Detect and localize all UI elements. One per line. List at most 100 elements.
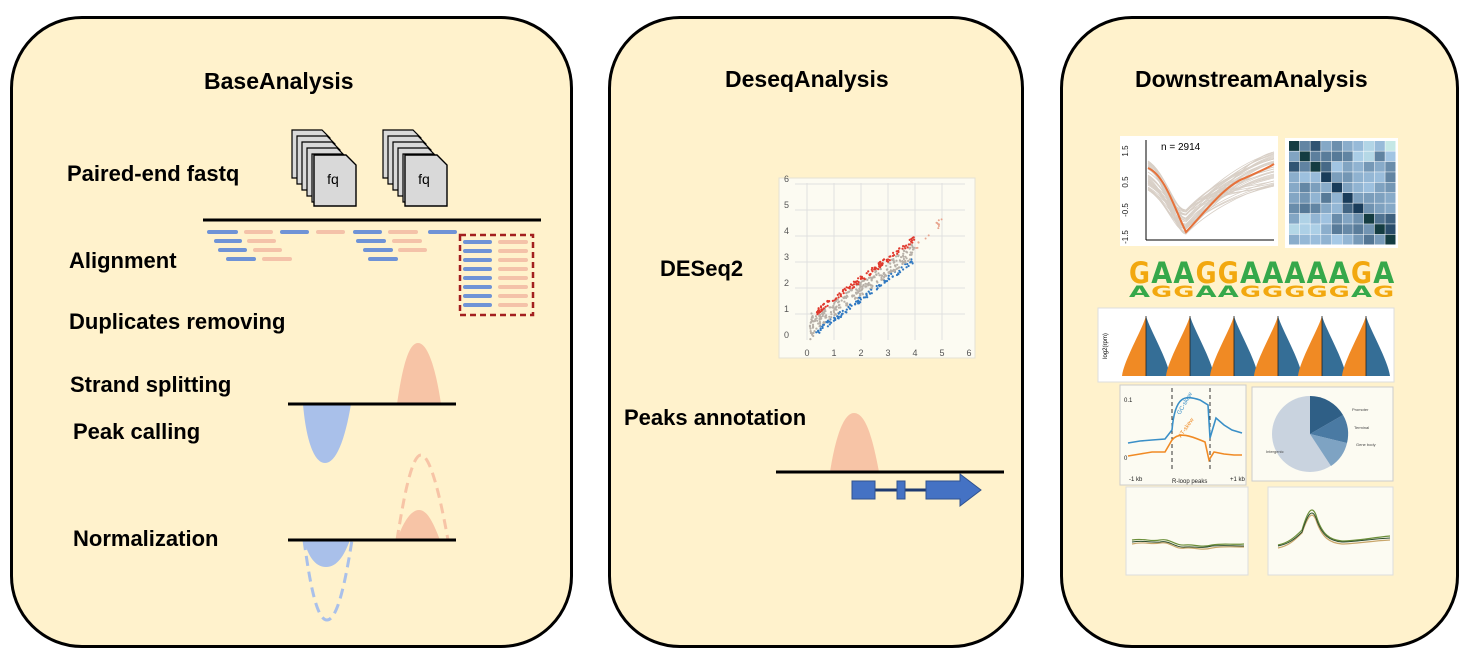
scatter-point bbox=[938, 223, 940, 226]
genomic-distribution-pie: Promoter Terminal Gene body Intergenic bbox=[1251, 386, 1394, 482]
heatmap-cell bbox=[1331, 141, 1342, 151]
violin-right-half bbox=[1190, 316, 1214, 376]
scatter-point bbox=[896, 252, 899, 255]
step-duplicates-removing: Duplicates removing bbox=[69, 309, 286, 334]
scatter-point bbox=[810, 318, 813, 321]
motif-letter: A bbox=[1307, 256, 1329, 290]
scatter-point bbox=[811, 320, 814, 323]
scatter-point bbox=[837, 304, 841, 307]
scatter-point bbox=[831, 299, 834, 302]
motif-letter-minor: G bbox=[1284, 282, 1305, 301]
violin-ylabel: log2(rpm) bbox=[1103, 333, 1109, 359]
heatmap-cell bbox=[1385, 151, 1396, 162]
scatter-point bbox=[843, 295, 847, 298]
scatter-point bbox=[834, 306, 838, 309]
violin-left-half bbox=[1254, 316, 1278, 376]
heatmap-cell bbox=[1353, 234, 1364, 245]
scatter-point bbox=[864, 285, 867, 288]
heatmap-cell bbox=[1342, 182, 1353, 193]
scatter-point bbox=[832, 306, 835, 309]
scatter-point bbox=[888, 259, 891, 262]
scatter-point bbox=[862, 283, 865, 287]
scatter-ytick: 6 bbox=[784, 174, 789, 184]
scatter-point bbox=[850, 304, 853, 307]
step-deseq2: DESeq2 bbox=[660, 256, 744, 281]
gene-direction-arrow bbox=[925, 472, 982, 508]
scatter-point bbox=[906, 246, 909, 249]
motif-letter: A bbox=[1262, 256, 1284, 290]
scatter-point bbox=[873, 268, 877, 271]
scatter-point bbox=[905, 266, 908, 269]
heatmap-cell bbox=[1363, 193, 1375, 203]
scatter-point bbox=[852, 286, 856, 289]
scatter-point bbox=[821, 311, 824, 314]
scatter-point bbox=[848, 285, 852, 288]
heatmap-cell bbox=[1289, 141, 1300, 151]
base-analysis-panel bbox=[10, 16, 573, 648]
scatter-point bbox=[897, 254, 900, 257]
scatter-point bbox=[865, 272, 868, 275]
heatmap-cell bbox=[1374, 161, 1385, 172]
heatmap-cell bbox=[1385, 161, 1396, 172]
heatmap-cell bbox=[1374, 182, 1385, 193]
heatmap-cell bbox=[1310, 224, 1321, 235]
heatmap-cell bbox=[1342, 224, 1353, 235]
scatter-point bbox=[811, 333, 814, 336]
minus-strand-peak bbox=[303, 404, 351, 463]
scatter-point bbox=[898, 247, 901, 250]
plus-strand-peak bbox=[397, 343, 441, 404]
cluster-ytick: -1.5 bbox=[1121, 230, 1130, 244]
scatter-point bbox=[879, 266, 882, 269]
scatter-point bbox=[851, 295, 854, 298]
cluster-member-line bbox=[1147, 153, 1275, 219]
scatter-point bbox=[895, 255, 898, 258]
scatter-point bbox=[818, 325, 821, 328]
scatter-point bbox=[879, 268, 882, 271]
scatter-point bbox=[869, 272, 872, 276]
scatter-point bbox=[811, 326, 815, 329]
raw-plus-peak bbox=[395, 453, 450, 541]
heatmap-cell bbox=[1321, 182, 1332, 193]
cluster-ytick: 1.5 bbox=[1121, 145, 1130, 157]
scatter-point bbox=[867, 270, 870, 273]
heatmap-cell bbox=[1363, 203, 1375, 214]
heatmap-cell bbox=[1385, 141, 1396, 151]
violin-right-half bbox=[1322, 316, 1346, 376]
cluster-lineplot: n = 2914 1.5 0.5 -0.5 -1.5 bbox=[1120, 136, 1278, 246]
heatmap-cell bbox=[1331, 203, 1342, 214]
scatter-point bbox=[877, 272, 880, 275]
step-strand-splitting: Strand splitting bbox=[70, 372, 232, 397]
heatmap-cell bbox=[1310, 193, 1321, 203]
cluster-member-line bbox=[1147, 151, 1275, 235]
heatmap-cell bbox=[1374, 141, 1385, 151]
heatmap-cell bbox=[1299, 141, 1310, 151]
heatmap-cell bbox=[1385, 182, 1396, 193]
scatter-point bbox=[858, 289, 862, 292]
scatter-point bbox=[875, 270, 878, 273]
heatmap-cell bbox=[1310, 141, 1321, 151]
scatter-point bbox=[828, 300, 831, 303]
scatter-point bbox=[845, 311, 848, 314]
heatmap-cell bbox=[1342, 161, 1353, 172]
scatter-point bbox=[828, 323, 831, 326]
strand-peaks bbox=[288, 343, 456, 463]
scatter-point bbox=[895, 250, 898, 253]
scatter-ytick: 1 bbox=[784, 304, 789, 314]
scatter-point bbox=[826, 319, 830, 322]
heatmap-cell bbox=[1299, 213, 1310, 224]
heatmap-cell bbox=[1342, 203, 1353, 214]
scatter-point bbox=[845, 286, 848, 289]
scatter-point bbox=[826, 304, 829, 307]
scatter-point bbox=[816, 313, 819, 316]
scatter-point bbox=[870, 288, 873, 291]
heatmap-cell bbox=[1353, 172, 1364, 183]
scatter-point bbox=[856, 296, 859, 300]
scatter-point bbox=[885, 264, 888, 267]
scatter-point bbox=[852, 283, 856, 286]
deseq2-scatter-plot: 0 1 2 3 4 5 6 0 1 2 3 4 5 6 bbox=[778, 174, 976, 359]
scatter-point bbox=[870, 268, 873, 271]
cluster-count-label: n = 2914 bbox=[1161, 142, 1201, 153]
cluster-member-line bbox=[1147, 158, 1275, 221]
scatter-point bbox=[819, 328, 822, 332]
